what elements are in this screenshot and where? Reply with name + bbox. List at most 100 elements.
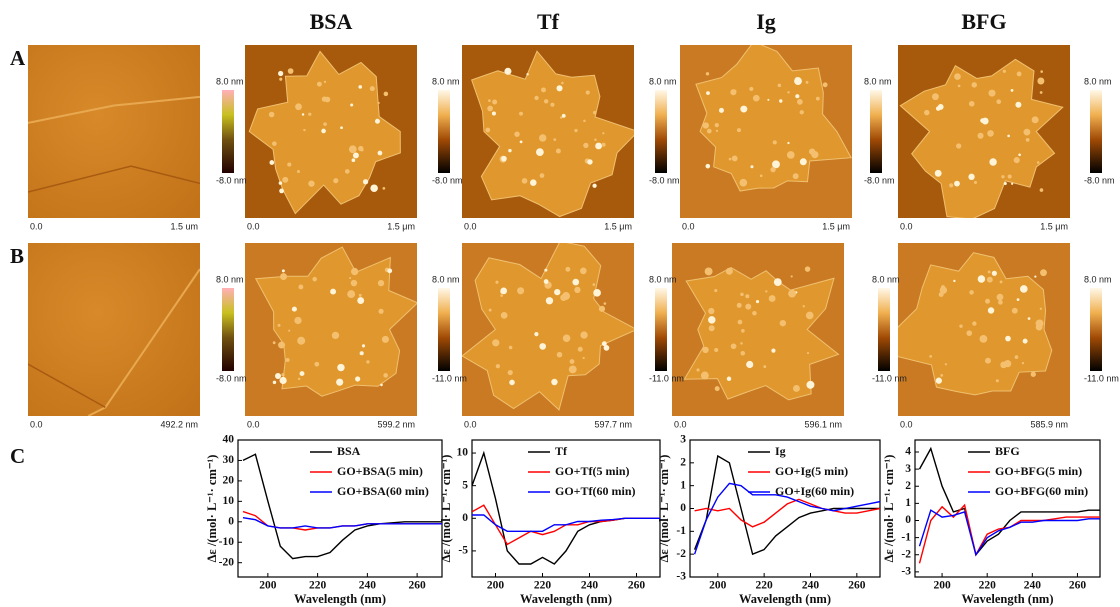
protein-dot: [799, 110, 804, 115]
legend-label: GO+Tf(60 min): [555, 484, 636, 498]
protein-dot: [1039, 188, 1044, 192]
protein-dot: [736, 128, 742, 133]
protein-dot: [312, 276, 317, 282]
protein-dot: [745, 294, 750, 299]
protein-dot: [601, 341, 607, 347]
protein-dot: [556, 351, 563, 358]
y-tick-label: -3: [901, 566, 911, 578]
colorbar-max: 8.0 nm: [872, 274, 900, 284]
protein-dot: [740, 342, 743, 345]
y-axis-label: Δε /(mol· L⁻¹· cm⁻¹): [657, 455, 671, 563]
data-line: [472, 514, 660, 532]
protein-dot: [728, 157, 732, 161]
protein-dot: [777, 83, 782, 88]
protein-dot: [330, 288, 337, 295]
colorbar-max: 8.0 nm: [216, 274, 244, 284]
protein-dot: [755, 300, 760, 304]
protein-dot: [966, 330, 973, 336]
protein-dot: [1031, 116, 1039, 124]
scale-label: 596.1 nm: [804, 419, 842, 429]
protein-dot: [274, 372, 282, 380]
protein-dot: [355, 376, 361, 382]
protein-dot: [806, 352, 810, 355]
scale-label: 1.5 μm: [387, 221, 415, 231]
scale-origin: 0.0: [30, 221, 43, 231]
protein-dot: [517, 287, 525, 295]
protein-dot: [708, 307, 715, 315]
protein-dot: [587, 159, 593, 165]
protein-dot: [998, 299, 1003, 305]
protein-dot: [543, 99, 549, 104]
colorbar-max: 8.0 nm: [649, 274, 677, 284]
column-header: Tf: [537, 9, 560, 34]
protein-dot: [708, 325, 715, 332]
protein-dot: [1007, 134, 1010, 138]
protein-dot: [971, 82, 977, 88]
protein-dot: [279, 77, 283, 81]
protein-dot: [788, 289, 797, 298]
protein-dot: [350, 103, 354, 107]
protein-dot: [295, 103, 302, 111]
protein-dot: [1035, 323, 1043, 331]
scale-origin: 0.0: [247, 221, 260, 231]
protein-dot: [359, 351, 364, 356]
protein-dot: [1040, 269, 1047, 277]
protein-dot: [348, 145, 357, 154]
protein-dot: [714, 347, 719, 353]
protein-dot: [514, 131, 520, 137]
afm-image: [28, 243, 200, 416]
y-tick-label: 10: [457, 447, 469, 459]
protein-dot: [944, 363, 948, 366]
afm-bg: [28, 45, 200, 218]
afm-image: [898, 45, 1070, 218]
protein-dot: [555, 148, 561, 154]
protein-dot: [696, 368, 700, 372]
legend-label: GO+BSA(60 min): [337, 484, 429, 498]
protein-dot: [580, 331, 588, 339]
protein-dot: [969, 290, 974, 295]
protein-dot: [583, 119, 586, 123]
protein-dot: [595, 142, 602, 150]
protein-dot: [822, 82, 828, 88]
protein-dot: [1011, 182, 1014, 185]
protein-dot: [790, 275, 793, 278]
protein-dot: [350, 279, 358, 287]
scale-origin: 0.0: [464, 221, 477, 231]
protein-dot: [985, 298, 990, 304]
protein-dot: [750, 165, 754, 169]
protein-dot: [281, 269, 285, 273]
colorbar-min: -11.0 nm: [432, 373, 467, 383]
y-tick-label: 0: [680, 502, 686, 514]
protein-dot: [979, 335, 988, 343]
protein-dot: [987, 130, 994, 137]
protein-dot: [1020, 285, 1028, 293]
protein-dot: [507, 369, 513, 376]
protein-dot: [377, 101, 380, 105]
protein-dot: [714, 122, 719, 128]
x-axis-label: Wavelength (nm): [739, 592, 831, 606]
protein-dot: [592, 183, 597, 188]
colorbar-min: -11.0 nm: [649, 373, 684, 383]
protein-dot: [737, 319, 743, 325]
y-tick-label: 3: [905, 463, 911, 475]
protein-dot: [968, 173, 975, 181]
protein-dot: [378, 308, 384, 314]
protein-dot: [603, 344, 610, 351]
legend-label: BSA: [337, 444, 361, 458]
colorbar: [870, 90, 882, 173]
panel-label: C: [10, 444, 25, 468]
protein-dot: [594, 138, 597, 142]
protein-dot: [291, 306, 297, 312]
legend-label: BFG: [995, 444, 1020, 458]
panel-label: A: [10, 46, 26, 70]
protein-dot: [772, 140, 777, 145]
column-header: Ig: [756, 9, 776, 34]
protein-dot: [957, 84, 961, 88]
protein-dot: [705, 163, 711, 169]
y-tick-label: 20: [223, 475, 235, 487]
y-tick-label: 3: [680, 434, 686, 446]
afm-image: [245, 243, 417, 416]
protein-dot: [718, 107, 724, 113]
protein-dot: [280, 273, 287, 281]
protein-dot: [725, 267, 733, 275]
